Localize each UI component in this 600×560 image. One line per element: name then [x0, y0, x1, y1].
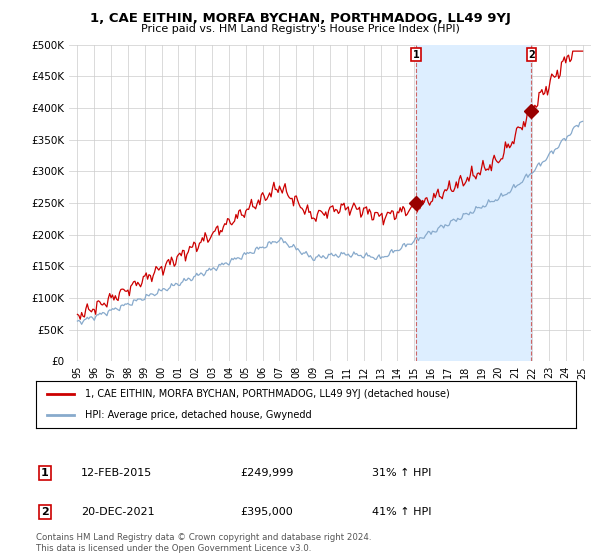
Text: Contains HM Land Registry data © Crown copyright and database right 2024.: Contains HM Land Registry data © Crown c… [36, 533, 371, 542]
Text: £395,000: £395,000 [240, 507, 293, 517]
Text: 2: 2 [528, 49, 535, 59]
Text: 41% ↑ HPI: 41% ↑ HPI [372, 507, 431, 517]
Text: 20-DEC-2021: 20-DEC-2021 [81, 507, 155, 517]
Text: This data is licensed under the Open Government Licence v3.0.: This data is licensed under the Open Gov… [36, 544, 311, 553]
Text: HPI: Average price, detached house, Gwynedd: HPI: Average price, detached house, Gwyn… [85, 410, 311, 420]
Text: Price paid vs. HM Land Registry's House Price Index (HPI): Price paid vs. HM Land Registry's House … [140, 24, 460, 34]
Text: 1, CAE EITHIN, MORFA BYCHAN, PORTHMADOG, LL49 9YJ (detached house): 1, CAE EITHIN, MORFA BYCHAN, PORTHMADOG,… [85, 389, 449, 399]
Text: 1, CAE EITHIN, MORFA BYCHAN, PORTHMADOG, LL49 9YJ: 1, CAE EITHIN, MORFA BYCHAN, PORTHMADOG,… [89, 12, 511, 25]
Text: £249,999: £249,999 [240, 468, 293, 478]
Text: 1: 1 [413, 49, 419, 59]
Text: 12-FEB-2015: 12-FEB-2015 [81, 468, 152, 478]
Text: 2: 2 [41, 507, 49, 517]
Text: 31% ↑ HPI: 31% ↑ HPI [372, 468, 431, 478]
Bar [416, 45, 532, 361]
Text: 1: 1 [41, 468, 49, 478]
